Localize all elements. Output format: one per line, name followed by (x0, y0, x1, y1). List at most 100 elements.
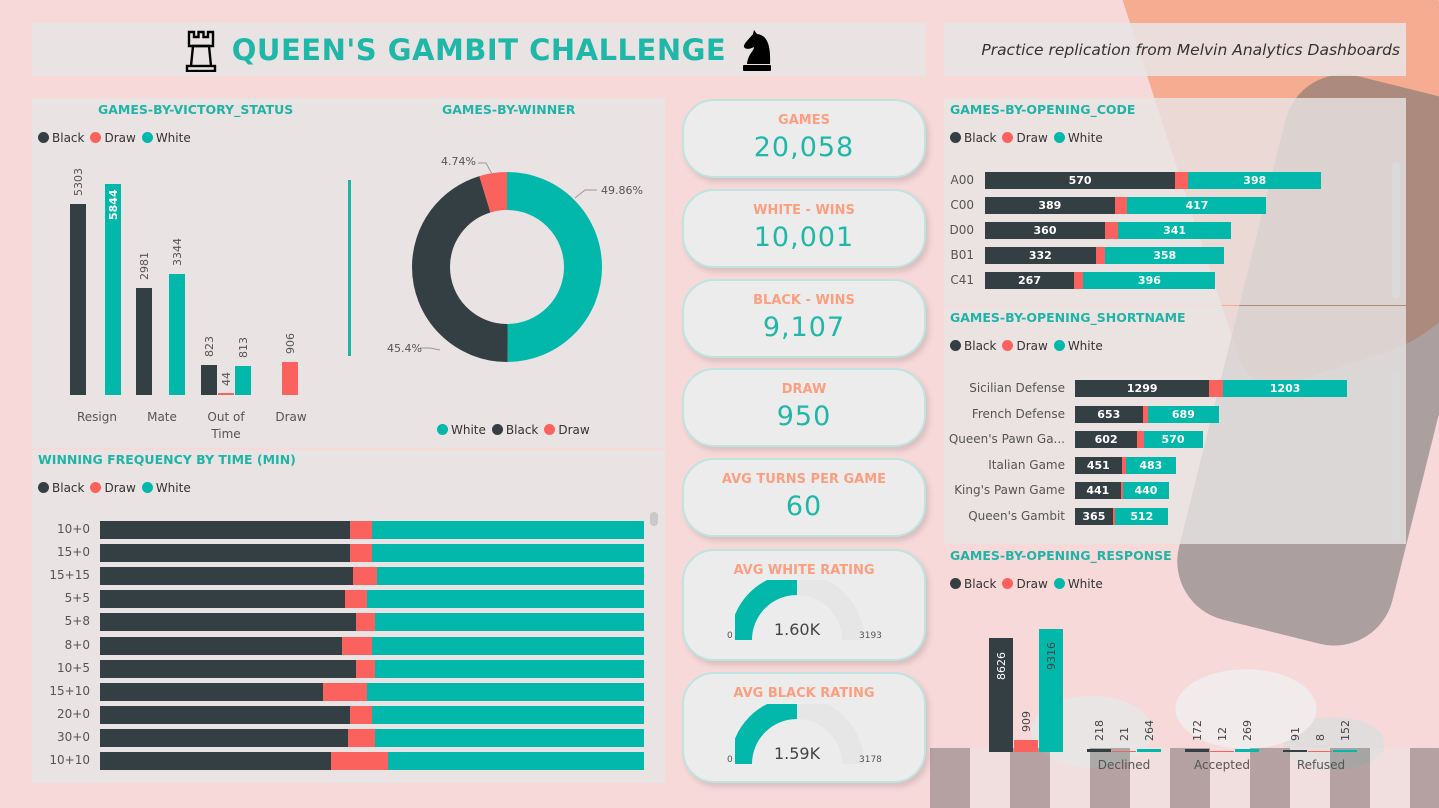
time-freq-bar-white (372, 544, 644, 563)
bar-mate-black (136, 288, 152, 395)
time-freq-bar-draw (347, 728, 375, 747)
time-freq-bar-black (100, 659, 356, 678)
kpi-games-label: GAMES (778, 113, 830, 128)
bar-segment-white: 341 (1117, 222, 1232, 239)
bar-resp1-black (989, 638, 1013, 752)
legend-draw: Draw (1002, 577, 1048, 591)
kpi-white-wins-label: WHITE - WINS (753, 203, 855, 218)
time-freq-bar-black (100, 728, 348, 747)
bar-segment-draw (1137, 431, 1144, 449)
kpi-draw: DRAW 950 (682, 368, 926, 447)
time-freq-label: 5+8 (64, 614, 90, 629)
donut-slice-draw (412, 172, 602, 362)
legend-draw: Draw (1002, 131, 1048, 145)
cat-mate: Mate (147, 410, 177, 424)
category-label: C41 (950, 273, 974, 287)
white-rating-max: 3193 (859, 631, 882, 641)
bar-segment-black: 1299 (1075, 380, 1210, 397)
legend-black: Black (38, 131, 84, 145)
time-freq-bar-draw (352, 567, 378, 586)
black-rating-fill (735, 704, 798, 765)
label-mate-black: 2981 (138, 252, 151, 280)
opening-code-scrollbar[interactable] (1392, 162, 1400, 298)
category-label: B01 (950, 248, 974, 262)
bar-segment-draw (1112, 508, 1116, 525)
bar-segment-black: 365 (1075, 508, 1113, 525)
victory-status-legend: Black Draw White (38, 131, 191, 145)
bar-segment-black: 332 (985, 247, 1096, 264)
legend-white: White (141, 481, 191, 495)
winner-title: GAMES-BY-WINNER (442, 102, 576, 117)
bar-segment-black: 602 (1075, 431, 1138, 449)
category-label: French Defense (971, 406, 1065, 421)
bar-segment-draw (1142, 405, 1148, 423)
opening-shortname-scrollbar[interactable] (1392, 370, 1400, 538)
bar-segment-draw (1120, 482, 1124, 500)
time-freq-label: 5+5 (64, 591, 90, 606)
legend-black: Black (950, 577, 996, 591)
legend-white: White (1053, 131, 1103, 145)
bar-accepted-white (1235, 749, 1259, 752)
time-freq-label: 20+0 (57, 706, 90, 721)
time-freq-label: 30+0 (57, 729, 90, 744)
bar-oot-white (235, 366, 251, 395)
bar-segment-white: 396 (1083, 272, 1216, 289)
bar-declined-draw (1112, 751, 1136, 752)
victory-status-title: GAMES-BY-VICTORY_STATUS (98, 102, 294, 117)
time-freq-bar-white (377, 567, 644, 586)
cat-oot-1: Out of (207, 410, 245, 424)
bar-segment-black: 389 (985, 197, 1115, 214)
title-banner: QUEEN'S GAMBIT CHALLENGE (32, 23, 926, 76)
pct-white: 49.86% (601, 184, 643, 197)
bar-segment-white: 440 (1123, 482, 1169, 500)
legend-black: Black (950, 131, 996, 145)
bar-resp1-white (1039, 629, 1063, 752)
pct-draw: 4.74% (441, 155, 476, 168)
bar-segment-draw (1209, 380, 1223, 397)
black-rating-gauge (735, 704, 864, 765)
label-resign-black: 5303 (72, 168, 85, 196)
time-freq-bar-draw (350, 544, 372, 563)
kpi-games-value: 20,058 (753, 132, 855, 163)
time-freq-bar-black (100, 613, 356, 632)
time-freq-bar-black (100, 682, 324, 701)
rook-icon (185, 30, 216, 72)
bar-segment-draw (1121, 456, 1126, 474)
time-freq-bar-black (100, 590, 345, 609)
cat-oot-2: Time (211, 427, 241, 441)
legend-white: White (1053, 339, 1103, 353)
bar-segment-white: 689 (1147, 405, 1220, 423)
black-rating-min: 0 (727, 755, 733, 765)
bar-refused-draw (1308, 751, 1332, 752)
time-freq-scrollbar[interactable] (650, 512, 658, 526)
legend-black: Black (950, 339, 996, 353)
legend-white: White (141, 131, 191, 145)
label-oot-white: 813 (237, 337, 250, 358)
label-refused-draw: 8 (1314, 734, 1327, 741)
knight-icon (743, 29, 772, 71)
time-freq-bar-white (388, 752, 644, 770)
category-label: C00 (950, 198, 974, 212)
kpi-draw-label: DRAW (781, 382, 827, 397)
credit-text: Practice replication from Melvin Analyti… (981, 40, 1400, 59)
time-freq-label: 8+0 (64, 637, 90, 652)
pct-black: 45.4% (387, 342, 422, 355)
opening-shortname-title: GAMES-BY-OPENING_SHORTNAME (950, 310, 1186, 325)
time-freq-bar-black (100, 636, 343, 655)
category-label: Italian Game (988, 457, 1065, 472)
label-resp1-white: 9316 (1045, 642, 1058, 670)
time-freq-bar-white (372, 636, 644, 655)
time-freq-bar-black (100, 567, 353, 586)
category-label: King's Pawn Game (954, 483, 1065, 498)
time-freq-legend: Black Draw White (38, 481, 191, 495)
legend-black: Black (38, 481, 84, 495)
time-freq-bar-white (372, 521, 644, 539)
bar-segment-draw (1095, 247, 1106, 264)
time-freq-bar-white (372, 705, 644, 724)
legend-draw: Draw (90, 131, 136, 145)
category-label: A00 (950, 173, 974, 187)
bar-segment-draw (1105, 222, 1118, 239)
bar-segment-draw (1114, 197, 1128, 214)
bar-accepted-black (1185, 749, 1209, 752)
donut-slice-black (412, 172, 602, 362)
